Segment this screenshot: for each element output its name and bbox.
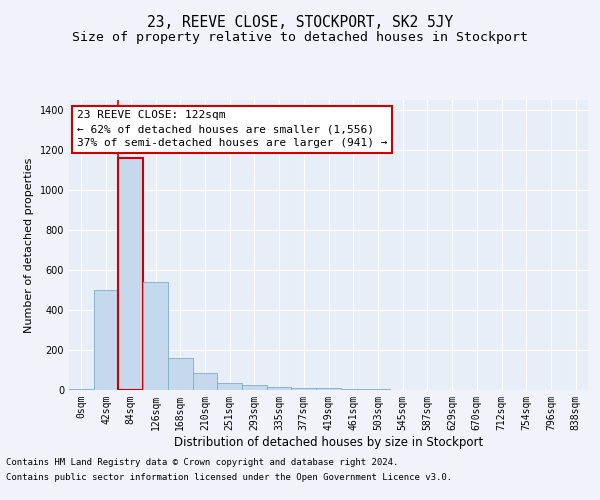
- Y-axis label: Number of detached properties: Number of detached properties: [24, 158, 34, 332]
- X-axis label: Distribution of detached houses by size in Stockport: Distribution of detached houses by size …: [174, 436, 483, 448]
- Bar: [94, 290, 118, 390]
- Bar: [341, 389, 365, 390]
- Text: Contains public sector information licensed under the Open Government Licence v3: Contains public sector information licen…: [6, 473, 452, 482]
- Bar: [267, 387, 292, 390]
- Bar: [217, 383, 242, 390]
- Bar: [292, 388, 316, 390]
- Text: Contains HM Land Registry data © Crown copyright and database right 2024.: Contains HM Land Registry data © Crown c…: [6, 458, 398, 467]
- Bar: [242, 385, 267, 390]
- Text: Size of property relative to detached houses in Stockport: Size of property relative to detached ho…: [72, 31, 528, 44]
- Bar: [118, 158, 143, 390]
- Bar: [316, 388, 341, 390]
- Text: 23, REEVE CLOSE, STOCKPORT, SK2 5JY: 23, REEVE CLOSE, STOCKPORT, SK2 5JY: [147, 15, 453, 30]
- Text: 23 REEVE CLOSE: 122sqm
← 62% of detached houses are smaller (1,556)
37% of semi-: 23 REEVE CLOSE: 122sqm ← 62% of detached…: [77, 110, 387, 148]
- Bar: [69, 389, 94, 390]
- Bar: [143, 282, 168, 390]
- Bar: [168, 358, 193, 390]
- Bar: [193, 373, 217, 390]
